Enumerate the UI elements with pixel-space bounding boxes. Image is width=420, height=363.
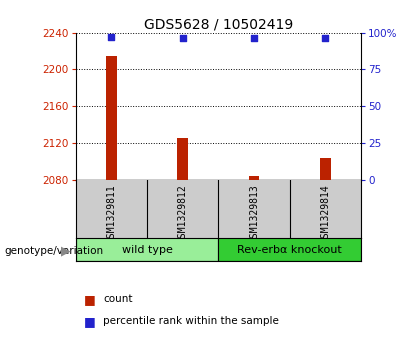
Text: ▶: ▶ [61,245,71,258]
Text: GSM1329811: GSM1329811 [106,184,116,243]
Bar [218,238,361,261]
Text: percentile rank within the sample: percentile rank within the sample [103,316,279,326]
Text: count: count [103,294,132,305]
Point [179,35,186,41]
Text: GSM1329814: GSM1329814 [320,184,331,243]
Bar [76,238,218,261]
Point [108,34,115,40]
Text: wild type: wild type [121,245,173,255]
Point [322,35,329,41]
Text: ■: ■ [84,293,96,306]
Text: genotype/variation: genotype/variation [4,246,103,256]
Bar [320,158,331,180]
Title: GDS5628 / 10502419: GDS5628 / 10502419 [144,17,293,32]
Bar [249,176,260,180]
Text: ■: ■ [84,315,96,328]
Text: Rev-erbα knockout: Rev-erbα knockout [237,245,342,255]
Text: GSM1329812: GSM1329812 [178,184,188,243]
Bar [106,56,117,180]
Point [251,35,257,41]
Text: GSM1329813: GSM1329813 [249,184,259,243]
Bar [177,138,188,180]
